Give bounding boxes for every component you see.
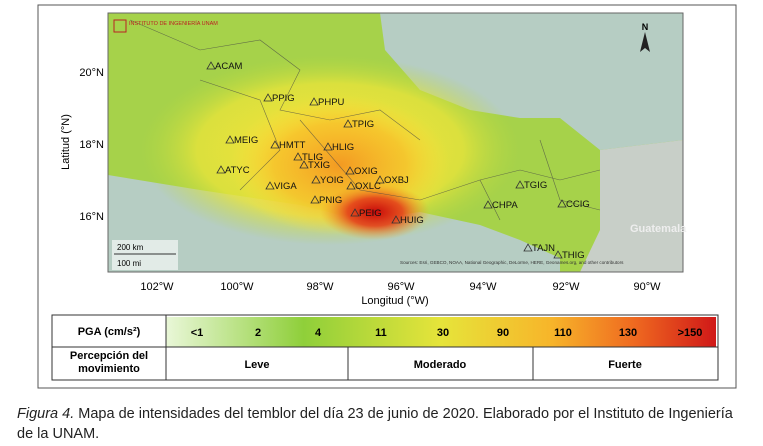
y-axis-title: Latitud (°N) [60, 114, 72, 170]
station-marker [265, 181, 275, 190]
station-marker [225, 135, 235, 144]
map [108, 13, 683, 272]
station-label: TXIG [308, 160, 330, 171]
station-label: HMTT [279, 140, 306, 151]
station-marker [270, 140, 280, 149]
pga-value: 110 [554, 327, 572, 339]
north-label: N [642, 22, 649, 32]
north-arrow [640, 32, 650, 52]
station-label: PNIG [319, 195, 342, 206]
station-label: OXIG [354, 166, 378, 177]
station-label: PPIG [272, 93, 295, 104]
station-label: TPIG [352, 119, 374, 130]
station-label: TGIG [524, 180, 547, 191]
perception-level: Fuerte [608, 359, 642, 371]
station-label: HLIG [332, 142, 354, 153]
map-border [107, 12, 684, 273]
station-marker [293, 152, 303, 161]
pga-value: 4 [315, 327, 322, 339]
pga-title: PGA (cm/s²) [78, 326, 141, 338]
station-marker [523, 243, 533, 252]
station-marker [553, 250, 563, 259]
station-marker [216, 165, 226, 174]
station-marker [375, 175, 385, 184]
x-axis-title: Longitud (°W) [361, 295, 428, 307]
station-label: MEIG [234, 135, 258, 146]
station-label: TAJN [532, 243, 555, 254]
station-marker [310, 195, 320, 204]
lon-label: 92°W [552, 281, 580, 293]
station-marker [515, 180, 525, 189]
pga-value: 2 [255, 327, 261, 339]
lon-label: 94°W [469, 281, 497, 293]
caption-label: Figura 4. [17, 406, 75, 422]
caption: Figura 4. Mapa de intensidades del tembl… [17, 404, 752, 444]
station-label: OXBJ [384, 175, 409, 186]
scale-km: 200 km [117, 243, 144, 252]
station-marker [557, 199, 567, 208]
logo-text: INSTITUTO DE INGENIERÍA UNAM [129, 20, 218, 27]
station-label: VIGA [274, 181, 297, 192]
lon-label: 100°W [220, 281, 254, 293]
station-marker [483, 200, 493, 209]
pga-value: <1 [191, 327, 204, 339]
caption-text: Mapa de intensidades del temblor del día… [17, 406, 733, 442]
perception-title: Percepción del movimiento [69, 350, 149, 375]
lon-label: 98°W [306, 281, 334, 293]
station-marker [345, 166, 355, 175]
map-figure: INSTITUTO DE INGENIERÍA UNAM N Guatemala… [37, 4, 737, 389]
station-marker [263, 93, 273, 102]
perception-level: Leve [244, 359, 269, 371]
scale-box [112, 240, 178, 270]
pga-value: 130 [619, 327, 637, 339]
station-marker [206, 61, 216, 70]
station-marker [323, 142, 333, 151]
station-label: YOIG [320, 175, 344, 186]
scale-mi: 100 mi [117, 259, 141, 268]
station-label: PEIG [359, 208, 382, 219]
lon-label: 96°W [387, 281, 415, 293]
lat-label: 16°N [79, 211, 104, 223]
logo-icon [113, 19, 127, 33]
station-marker [299, 160, 309, 169]
pga-value: 30 [437, 327, 449, 339]
station-label: CHPA [492, 200, 518, 211]
station-marker [343, 119, 353, 128]
sources: Sources: Esri, GEBCO, NOAA, National Geo… [400, 260, 624, 265]
station-label: ATYC [225, 165, 250, 176]
legend: PGA (cm/s²) Percepción del movimiento [51, 314, 719, 381]
lon-label: 90°W [633, 281, 661, 293]
station-marker [391, 215, 401, 224]
station-label: HUIG [400, 215, 424, 226]
station-marker [350, 208, 360, 217]
lat-label: 20°N [79, 67, 104, 79]
station-marker [309, 97, 319, 106]
lat-label: 18°N [79, 139, 104, 151]
lon-label: 102°W [140, 281, 174, 293]
station-marker [346, 181, 356, 190]
station-marker [311, 175, 321, 184]
gulf [380, 13, 683, 150]
country-label: Guatemala [630, 223, 687, 235]
station-label: ACAM [215, 61, 243, 72]
station-label: OXLC [355, 181, 381, 192]
station-label: CCIG [566, 199, 590, 210]
guatemala-area [580, 140, 683, 272]
station-label: TLIG [302, 152, 323, 163]
station-label: PHPU [318, 97, 345, 108]
pga-value: 11 [375, 327, 387, 339]
pga-value: >150 [678, 327, 703, 339]
pga-value: 90 [497, 327, 509, 339]
perception-level: Moderado [414, 359, 467, 371]
station-label: THIG [562, 250, 585, 261]
